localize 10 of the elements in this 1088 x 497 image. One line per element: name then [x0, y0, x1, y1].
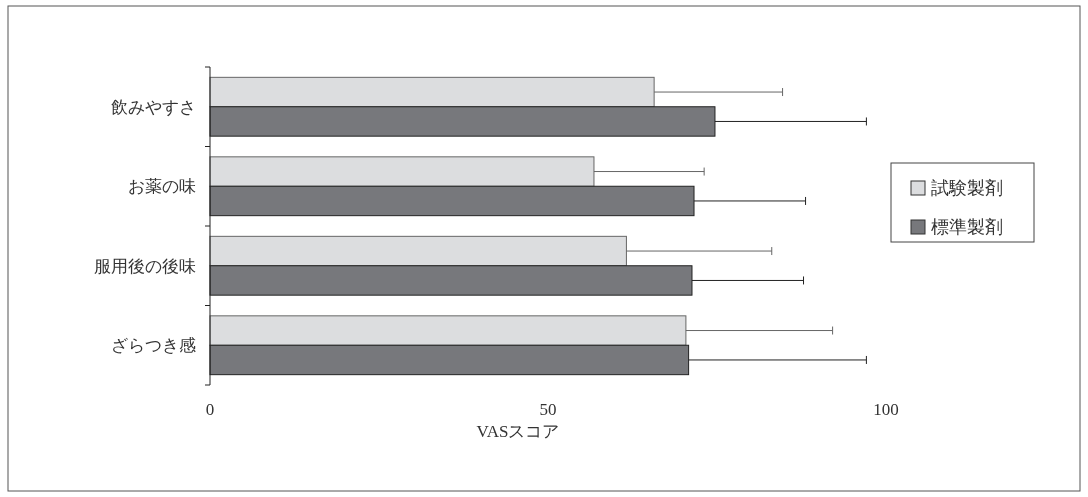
x-tick-label: 50 — [539, 400, 557, 419]
y-tick-label: 服用後の後味 — [94, 256, 196, 276]
y-tick-label: 飲みやすさ — [111, 97, 196, 117]
legend-label: 試験製剤 — [931, 178, 1003, 198]
y-tick-label: お薬の味 — [128, 177, 196, 197]
y-tick-label: ざらつき感 — [111, 336, 196, 356]
x-tick-label: 100 — [873, 400, 899, 419]
x-axis-title: VASスコア — [476, 422, 560, 441]
legend-label: 標準製剤 — [931, 217, 1003, 237]
x-tick-label: 0 — [205, 400, 215, 419]
